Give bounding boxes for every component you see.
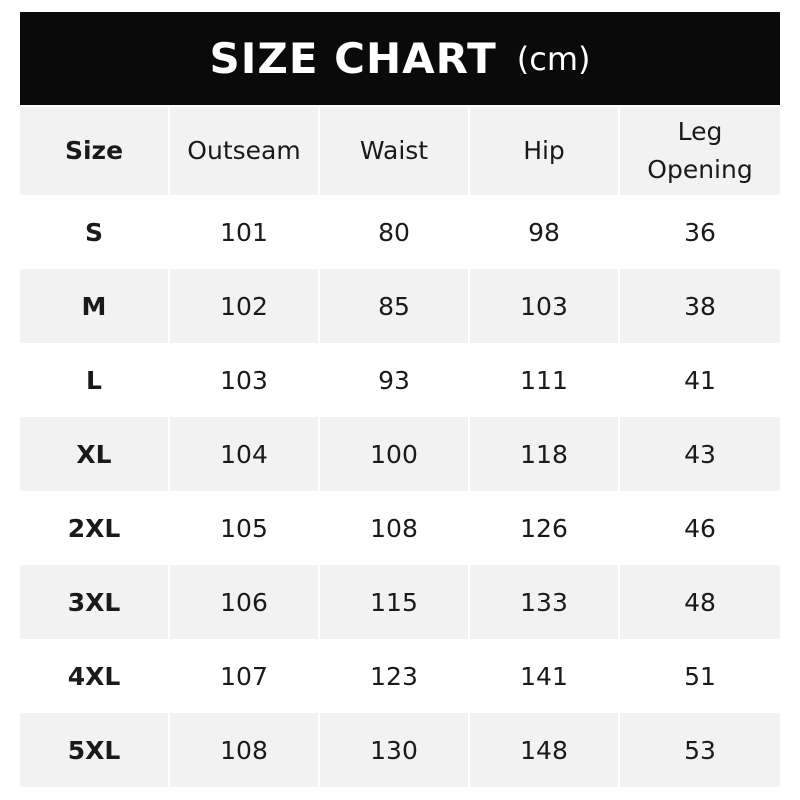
title-text: SIZE CHART	[209, 34, 497, 83]
size-cell: 4XL	[67, 661, 121, 691]
measurement-cell: 104	[170, 417, 318, 491]
column-header: Outseam	[170, 107, 318, 195]
column-header: Waist	[320, 107, 468, 195]
table-row: 5XL 108 130 148 53	[20, 713, 780, 787]
measurement-cell: 101	[220, 217, 268, 247]
measurement-cell: 103	[220, 365, 268, 395]
measurement-cell: 85	[320, 269, 468, 343]
measurement-cell: 111	[520, 365, 568, 395]
table-row: XL 104 100 118 43	[20, 417, 780, 491]
measurement-cell: 141	[520, 661, 568, 691]
size-cell: L	[86, 365, 102, 395]
measurement-cell: 36	[684, 217, 716, 247]
measurement-cell: 115	[320, 565, 468, 639]
measurement-cell: 105	[220, 513, 268, 543]
table-row: S 101 80 98 36	[20, 195, 780, 269]
measurement-cell: 46	[684, 513, 716, 543]
measurement-cell: 51	[684, 661, 716, 691]
measurement-cell: 103	[470, 269, 618, 343]
size-cell: 3XL	[20, 565, 168, 639]
table-row: M 102 85 103 38	[20, 269, 780, 343]
title-unit: (cm)	[516, 39, 591, 78]
size-chart-title: SIZE CHART (cm)	[20, 12, 780, 105]
measurement-cell: 98	[528, 217, 560, 247]
measurement-cell: 80	[378, 217, 410, 247]
measurement-cell: 123	[370, 661, 418, 691]
measurement-cell: 118	[470, 417, 618, 491]
measurement-cell: 130	[320, 713, 468, 787]
table-row: 4XL 107 123 141 51	[20, 639, 780, 713]
measurement-cell: 148	[470, 713, 618, 787]
size-cell: XL	[20, 417, 168, 491]
header-row: Size Outseam Waist Hip Leg Opening	[20, 107, 780, 195]
measurement-cell: 133	[470, 565, 618, 639]
table-row: 3XL 106 115 133 48	[20, 565, 780, 639]
measurement-cell: 108	[370, 513, 418, 543]
column-header: Hip	[470, 107, 618, 195]
column-header: Leg Opening	[620, 107, 780, 195]
measurement-cell: 106	[170, 565, 318, 639]
measurement-cell: 100	[320, 417, 468, 491]
size-cell: 5XL	[20, 713, 168, 787]
measurement-cell: 43	[620, 417, 780, 491]
size-cell: M	[20, 269, 168, 343]
measurement-cell: 102	[170, 269, 318, 343]
measurement-cell: 38	[620, 269, 780, 343]
measurement-cell: 93	[378, 365, 410, 395]
size-cell: S	[84, 217, 103, 247]
table-row: 2XL 105 108 126 46	[20, 491, 780, 565]
size-table: Size Outseam Waist Hip Leg Opening S 101 80 98 36…	[18, 107, 782, 787]
size-cell: 2XL	[67, 513, 121, 543]
measurement-cell: 53	[620, 713, 780, 787]
column-header: Size	[20, 107, 168, 195]
measurement-cell: 48	[620, 565, 780, 639]
measurement-cell: 108	[170, 713, 318, 787]
measurement-cell: 126	[520, 513, 568, 543]
table-row: L 103 93 111 41	[20, 343, 780, 417]
measurement-cell: 41	[684, 365, 716, 395]
measurement-cell: 107	[220, 661, 268, 691]
